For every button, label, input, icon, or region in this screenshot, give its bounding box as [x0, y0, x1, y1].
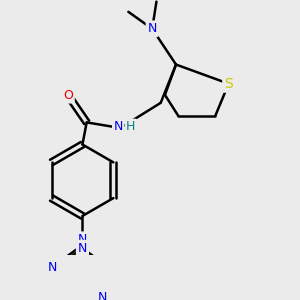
Text: H: H	[126, 120, 136, 133]
Text: N: N	[78, 242, 87, 255]
Text: O: O	[63, 89, 73, 102]
Text: N: N	[48, 261, 57, 274]
Text: N: N	[98, 291, 107, 300]
Text: S: S	[224, 77, 233, 91]
Text: N: N	[148, 22, 157, 35]
Text: N: N	[78, 233, 87, 246]
Text: N: N	[113, 120, 123, 133]
